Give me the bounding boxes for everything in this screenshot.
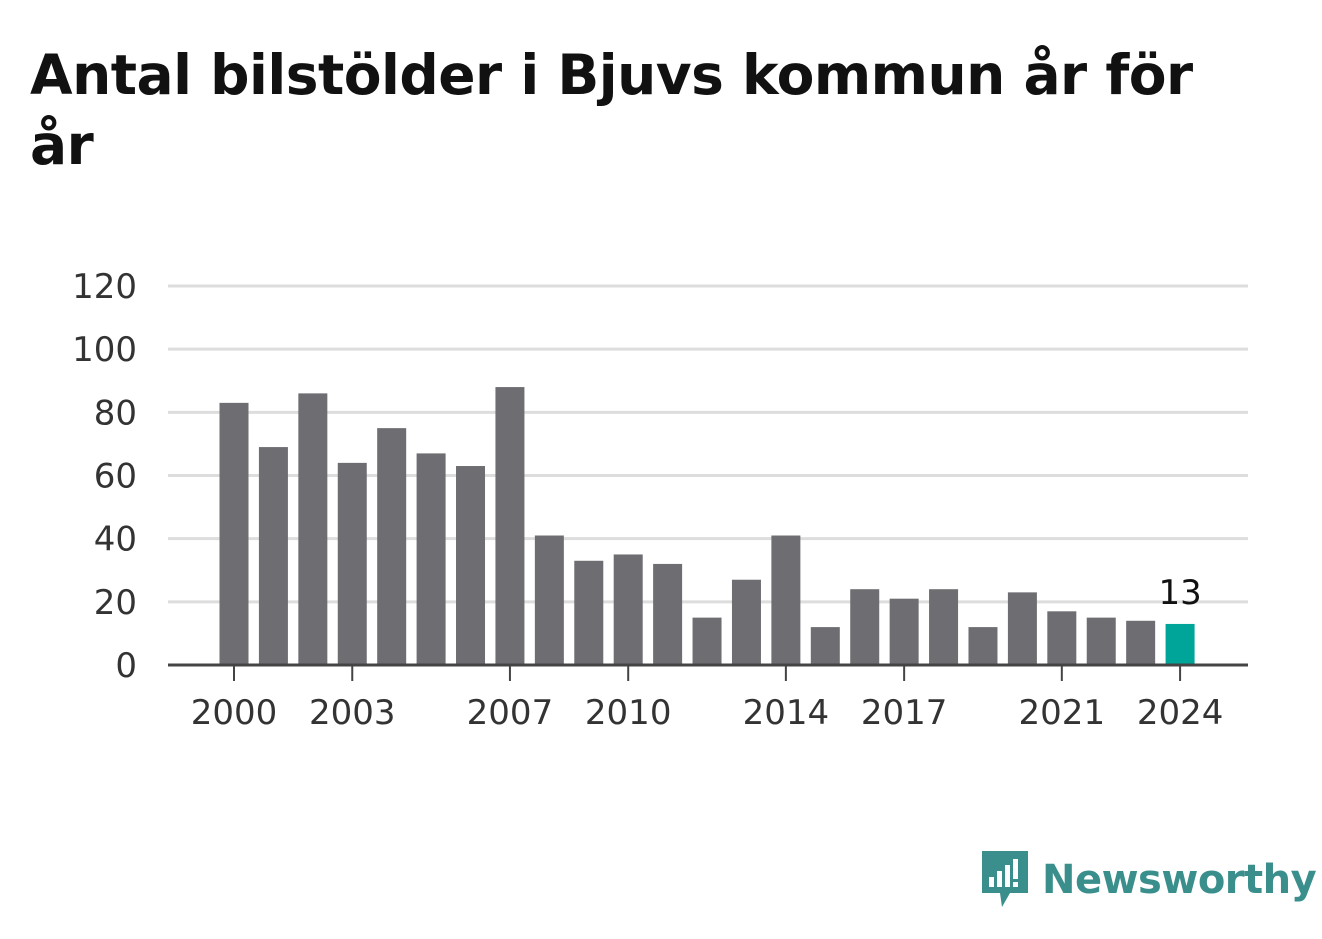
bar: [692, 617, 722, 665]
y-tick-label: 100: [72, 330, 137, 370]
bar: [534, 535, 564, 665]
bar: [495, 387, 525, 665]
bar: [731, 579, 761, 665]
x-axis-labels: 2000 2003 2007 2010 2014 2017 2021 2024: [191, 693, 1224, 733]
bar: [1047, 611, 1077, 665]
bar: [298, 393, 328, 665]
bar: [377, 428, 407, 665]
bar: [929, 589, 959, 665]
bar: [850, 589, 880, 665]
bar: [219, 402, 249, 665]
bars: [219, 387, 1195, 665]
newsworthy-logo: Newsworthy: [980, 848, 1317, 912]
bar: [613, 554, 643, 665]
y-axis-labels: 0 20 40 60 80 100 120: [72, 267, 137, 686]
x-tick-label: 2017: [861, 693, 948, 733]
page-title: Antal bilstölder i Bjuvs kommun år för å…: [30, 43, 1193, 177]
bar: [416, 453, 446, 665]
y-tick-label: 40: [94, 520, 137, 560]
gridlines: [168, 284, 1248, 604]
bar: [889, 598, 919, 665]
x-tick-label: 2014: [743, 693, 830, 733]
x-tick-label: 2024: [1137, 693, 1224, 733]
x-tick-label: 2010: [585, 693, 672, 733]
bar: [653, 563, 683, 665]
y-tick-label: 80: [94, 393, 137, 433]
bar: [574, 560, 604, 665]
y-tick-label: 60: [94, 457, 137, 497]
bar: [337, 462, 367, 665]
bar: [456, 466, 486, 665]
y-tick-label: 120: [72, 267, 137, 307]
x-tick-label: 2007: [467, 693, 554, 733]
bar: [968, 627, 998, 665]
bar: [810, 627, 840, 665]
bar: [771, 535, 801, 665]
y-tick-label: 0: [115, 646, 137, 686]
newsworthy-logo-icon: [982, 851, 1028, 907]
x-tick-label: 2000: [191, 693, 278, 733]
brand-name: Newsworthy: [1042, 857, 1317, 903]
x-tick-label: 2021: [1019, 693, 1106, 733]
highlight-data-label: 13: [1158, 573, 1201, 613]
bar: [1165, 623, 1195, 665]
bar: [258, 447, 288, 665]
bar: [1126, 620, 1156, 665]
y-tick-label: 20: [94, 583, 137, 623]
bar: [1086, 617, 1116, 665]
bar: [1007, 592, 1037, 665]
x-axis-ticks: [233, 665, 1182, 681]
x-tick-label: 2003: [309, 693, 396, 733]
